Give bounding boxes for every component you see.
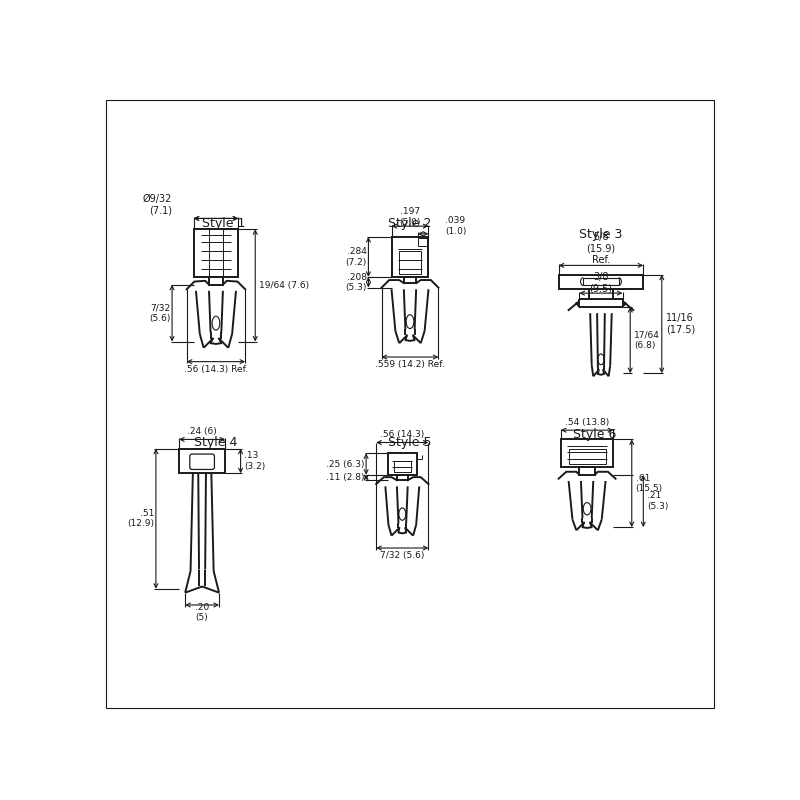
Text: 7/32
(5.6): 7/32 (5.6) xyxy=(149,303,170,323)
Text: .20
(5): .20 (5) xyxy=(195,603,210,622)
Text: 7/32 (5.6): 7/32 (5.6) xyxy=(380,551,425,560)
Bar xyxy=(561,439,614,467)
Text: .13
(3.2): .13 (3.2) xyxy=(245,451,266,470)
Text: 17/64
(6.8): 17/64 (6.8) xyxy=(634,330,660,350)
Bar xyxy=(569,449,606,464)
Text: .197
(5.0): .197 (5.0) xyxy=(399,207,421,226)
Text: Style 1: Style 1 xyxy=(202,217,246,230)
Text: .61
(15.5): .61 (15.5) xyxy=(636,474,662,493)
Bar xyxy=(209,277,223,285)
Bar xyxy=(418,238,427,246)
Bar xyxy=(194,230,238,277)
Bar xyxy=(579,467,595,475)
Text: .039
(1.0): .039 (1.0) xyxy=(446,217,466,236)
Text: .559 (14.2) Ref.: .559 (14.2) Ref. xyxy=(375,360,445,370)
Text: .21
(5.3): .21 (5.3) xyxy=(647,491,669,510)
Bar xyxy=(394,461,410,472)
Bar xyxy=(558,274,643,289)
Text: Style 6: Style 6 xyxy=(573,428,617,442)
Bar xyxy=(404,277,416,283)
Text: .208
(5.3): .208 (5.3) xyxy=(346,273,367,292)
Text: .51
(12.9): .51 (12.9) xyxy=(127,509,154,529)
Bar xyxy=(179,449,226,474)
Text: Ø9/32
(7.1): Ø9/32 (7.1) xyxy=(142,194,172,215)
Text: Style 3: Style 3 xyxy=(579,228,622,241)
Text: 3/8
(9.5): 3/8 (9.5) xyxy=(590,271,613,293)
Text: .24 (6): .24 (6) xyxy=(187,427,217,436)
Bar xyxy=(397,475,408,480)
Bar xyxy=(391,237,429,277)
Bar xyxy=(399,250,421,274)
Text: 19/64 (7.6): 19/64 (7.6) xyxy=(259,281,310,290)
Text: .25 (6.3): .25 (6.3) xyxy=(326,459,365,469)
Text: .284
(7.2): .284 (7.2) xyxy=(346,247,367,266)
Text: .56 (14.3): .56 (14.3) xyxy=(380,430,425,439)
Text: 11/16
(17.5): 11/16 (17.5) xyxy=(666,313,695,334)
Bar xyxy=(388,454,417,475)
Text: Style 4: Style 4 xyxy=(194,436,238,449)
Text: .56 (14.3) Ref.: .56 (14.3) Ref. xyxy=(184,365,248,374)
Text: Style 5: Style 5 xyxy=(388,436,432,449)
Text: 5/8
(15.9)
Ref.: 5/8 (15.9) Ref. xyxy=(586,232,615,265)
Bar xyxy=(583,278,618,286)
Text: .11 (2.8): .11 (2.8) xyxy=(326,473,365,482)
Text: .54 (13.8): .54 (13.8) xyxy=(565,418,610,427)
Text: Style 2: Style 2 xyxy=(388,217,432,230)
